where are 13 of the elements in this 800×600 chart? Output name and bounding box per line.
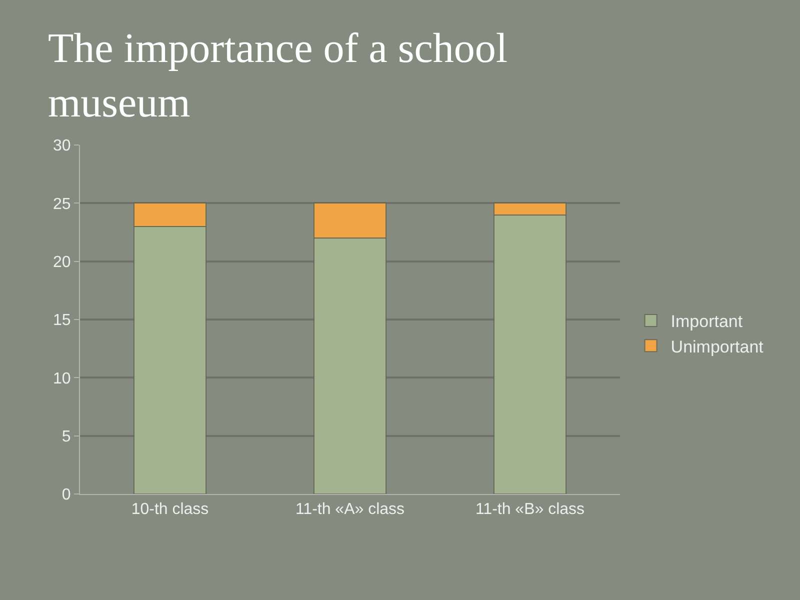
- y-tick-label: 25: [53, 196, 71, 213]
- y-tick-label: 10: [53, 370, 71, 388]
- legend-label: Important: [670, 312, 743, 332]
- x-tick-label: 10-th class: [131, 501, 209, 518]
- x-tick-label: 11-th «A» class: [295, 501, 405, 518]
- x-tick-label: 11-th «B» class: [475, 501, 585, 518]
- y-tick-label: 20: [53, 254, 71, 271]
- y-tick-label: 30: [53, 138, 71, 155]
- chart-title: The importance of a school museum: [48, 26, 508, 127]
- y-tick-label: 5: [62, 428, 71, 446]
- y-tick-label: 0: [62, 486, 71, 504]
- legend-label: Unimportant: [670, 337, 764, 356]
- y-tick-label: 15: [53, 312, 71, 330]
